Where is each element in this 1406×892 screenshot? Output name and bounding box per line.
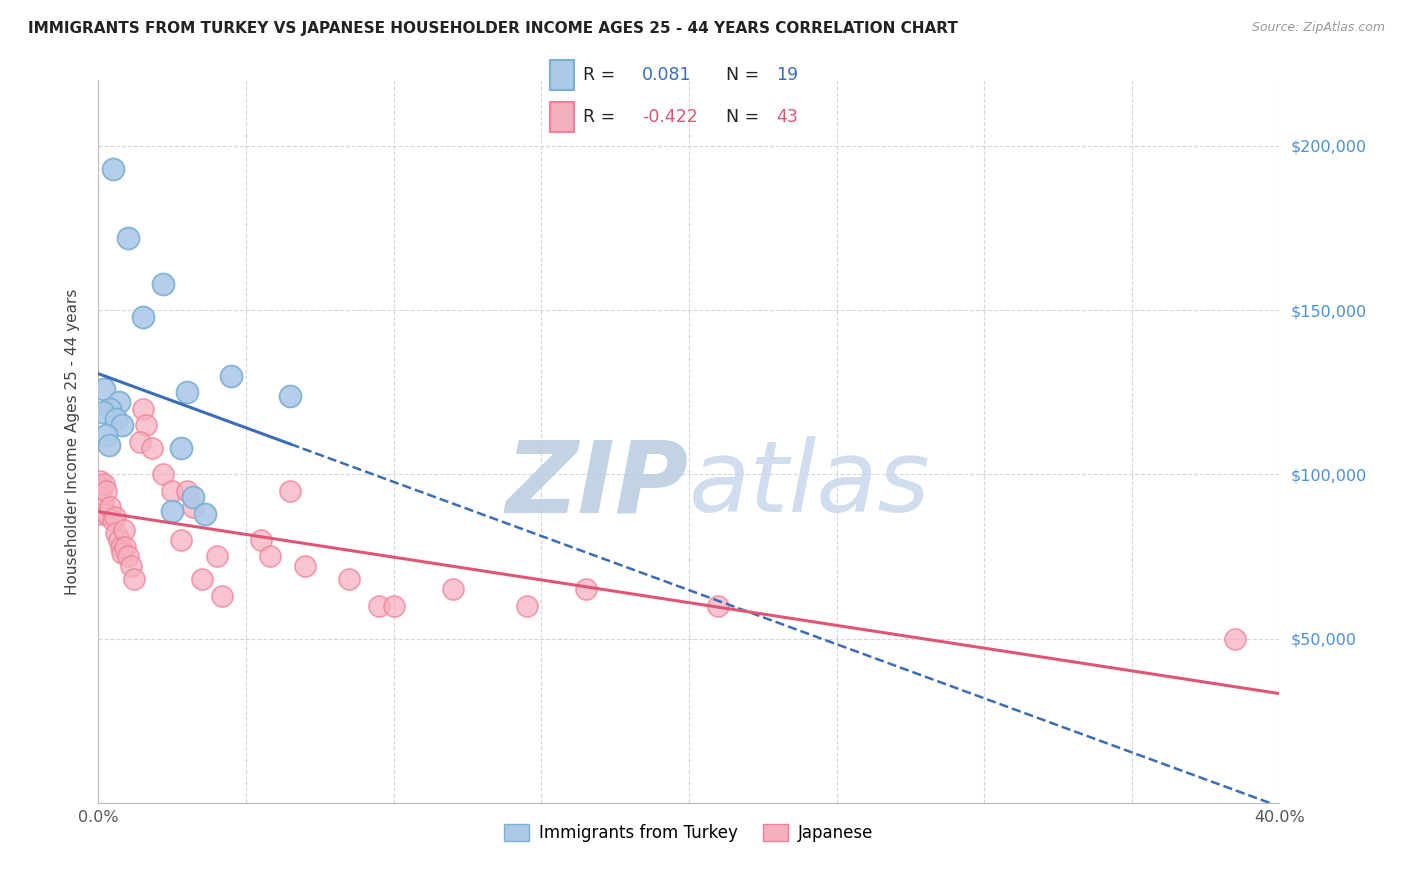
Point [105, 411, 128, 425]
Point [441, 582, 464, 597]
Point [368, 599, 391, 613]
Point [141, 441, 163, 455]
Point [112, 523, 135, 537]
Text: N =: N = [727, 66, 759, 84]
Bar [550, 103, 575, 132]
Point [97, 438, 120, 452]
Point [117, 231, 139, 245]
Text: 19: 19 [776, 66, 799, 84]
Point [152, 467, 174, 482]
Point [181, 491, 204, 505]
Point [132, 401, 155, 416]
Point [135, 418, 157, 433]
Point [94, 428, 117, 442]
Point [162, 483, 183, 498]
Point [205, 549, 228, 564]
Point [91, 405, 114, 419]
Point [170, 533, 193, 547]
Point [90, 481, 112, 495]
Point [339, 573, 361, 587]
Point [122, 573, 145, 587]
Point [93, 477, 115, 491]
Point [111, 418, 134, 433]
Point [94, 483, 117, 498]
Text: N =: N = [727, 108, 759, 126]
Point [108, 533, 131, 547]
Text: 0.081: 0.081 [643, 66, 692, 84]
Text: 43: 43 [776, 108, 797, 126]
Point [96, 507, 118, 521]
Point [93, 382, 115, 396]
Point [575, 582, 598, 597]
Point [114, 540, 136, 554]
Point [110, 540, 132, 554]
Point [104, 510, 127, 524]
Point [120, 559, 142, 574]
Point [89, 474, 111, 488]
Point [162, 503, 183, 517]
Point [103, 513, 125, 527]
Point [191, 573, 214, 587]
Point [181, 500, 204, 515]
Point [103, 161, 125, 176]
Point [280, 483, 302, 498]
Point [259, 549, 281, 564]
Point [128, 434, 150, 449]
Text: R =: R = [582, 66, 614, 84]
Point [108, 395, 131, 409]
Text: -0.422: -0.422 [643, 108, 697, 126]
Y-axis label: Householder Income Ages 25 - 44 years: Householder Income Ages 25 - 44 years [65, 288, 80, 595]
Point [1225, 632, 1247, 646]
Text: R =: R = [582, 108, 614, 126]
Point [211, 589, 233, 603]
Point [152, 277, 174, 291]
Point [117, 549, 139, 564]
Point [98, 401, 121, 416]
Point [194, 507, 217, 521]
Point [294, 559, 316, 574]
Point [382, 599, 405, 613]
Point [707, 599, 730, 613]
Point [176, 483, 198, 498]
Point [250, 533, 273, 547]
Text: IMMIGRANTS FROM TURKEY VS JAPANESE HOUSEHOLDER INCOME AGES 25 - 44 YEARS CORRELA: IMMIGRANTS FROM TURKEY VS JAPANESE HOUSE… [28, 21, 957, 37]
Point [90, 507, 112, 521]
Bar [550, 60, 575, 89]
Point [105, 526, 128, 541]
Point [132, 310, 155, 324]
Point [170, 441, 193, 455]
Point [111, 546, 134, 560]
Point [98, 500, 121, 515]
Text: ZIP: ZIP [506, 436, 689, 533]
Point [280, 388, 302, 402]
Legend: Immigrants from Turkey, Japanese: Immigrants from Turkey, Japanese [498, 817, 880, 848]
Point [516, 599, 538, 613]
Point [221, 368, 243, 383]
Point [176, 385, 198, 400]
Point [91, 493, 114, 508]
Text: atlas: atlas [689, 436, 931, 533]
Text: Source: ZipAtlas.com: Source: ZipAtlas.com [1251, 21, 1385, 35]
